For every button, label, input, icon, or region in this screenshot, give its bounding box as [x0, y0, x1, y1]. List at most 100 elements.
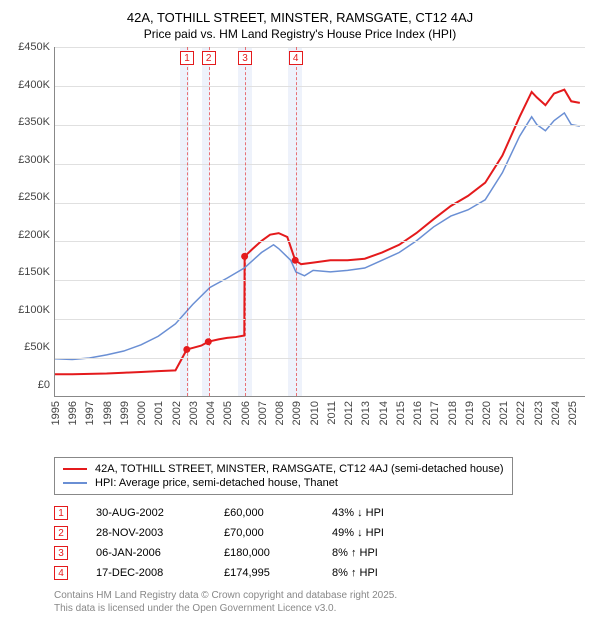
sale-marker-box: 4: [289, 51, 303, 65]
x-tick-label: 2022: [515, 401, 527, 425]
y-tick-label: £50K: [10, 341, 54, 353]
footnote-line2: This data is licensed under the Open Gov…: [54, 602, 590, 615]
sales-table: 1 30-AUG-2002 £60,000 43% ↓ HPI 2 28-NOV-2003…: [54, 503, 590, 583]
sale-row: 2 28-NOV-2003 £70,000 49% ↓ HPI: [54, 523, 590, 543]
gridline: [55, 241, 585, 242]
x-tick-label: 2006: [240, 401, 252, 425]
gridline: [55, 203, 585, 204]
sale-row-price: £174,995: [224, 567, 304, 579]
x-tick-label: 2019: [464, 401, 476, 425]
plot-wrap: £450K£400K£350K£300K£250K£200K£150K£100K…: [10, 47, 590, 427]
sale-row-delta: 49% ↓ HPI: [332, 527, 412, 539]
gridline: [55, 125, 585, 126]
x-tick-label: 1997: [84, 401, 96, 425]
price-chart: 42A, TOTHILL STREET, MINSTER, RAMSGATE, …: [10, 10, 590, 615]
sale-row-date: 17-DEC-2008: [96, 567, 196, 579]
title-subtitle: Price paid vs. HM Land Registry's House …: [10, 27, 590, 41]
x-tick-label: 2015: [395, 401, 407, 425]
gridline: [55, 47, 585, 48]
legend-label: HPI: Average price, semi-detached house,…: [95, 477, 338, 489]
gridline: [55, 86, 585, 87]
footnote-line1: Contains HM Land Registry data © Crown c…: [54, 589, 590, 602]
sale-row-date: 28-NOV-2003: [96, 527, 196, 539]
legend: 42A, TOTHILL STREET, MINSTER, RAMSGATE, …: [54, 457, 513, 495]
sale-marker-box: 1: [180, 51, 194, 65]
legend-swatch: [63, 482, 87, 484]
sale-row-price: £180,000: [224, 547, 304, 559]
x-tick-label: 2002: [171, 401, 183, 425]
x-tick-label: 2009: [291, 401, 303, 425]
gridline: [55, 319, 585, 320]
x-tick-label: 2011: [326, 401, 338, 425]
y-tick-label: £0: [10, 379, 54, 391]
x-tick-label: 2024: [550, 401, 562, 425]
x-axis: 1995199619971998199920002001200220032004…: [54, 397, 585, 427]
x-tick-label: 2008: [274, 401, 286, 425]
x-tick-label: 2000: [136, 401, 148, 425]
sale-row-delta: 43% ↓ HPI: [332, 507, 412, 519]
chart-title: 42A, TOTHILL STREET, MINSTER, RAMSGATE, …: [10, 10, 590, 41]
y-axis: £450K£400K£350K£300K£250K£200K£150K£100K…: [10, 47, 54, 397]
sale-marker-box: 2: [202, 51, 216, 65]
x-tick-label: 2018: [447, 401, 459, 425]
x-tick-label: 2004: [205, 401, 217, 425]
chart-svg: [55, 47, 585, 396]
sale-marker-line: [296, 47, 297, 396]
legend-item: 42A, TOTHILL STREET, MINSTER, RAMSGATE, …: [63, 462, 504, 476]
x-tick-label: 2025: [567, 401, 579, 425]
sale-row-marker: 2: [54, 526, 68, 540]
gridline: [55, 164, 585, 165]
x-tick-label: 2003: [188, 401, 200, 425]
series-property: [55, 90, 580, 375]
sale-row-price: £60,000: [224, 507, 304, 519]
y-tick-label: £250K: [10, 191, 54, 203]
y-tick-label: £450K: [10, 41, 54, 53]
sale-row-delta: 8% ↑ HPI: [332, 547, 412, 559]
footnote: Contains HM Land Registry data © Crown c…: [54, 589, 590, 615]
y-tick-label: £300K: [10, 154, 54, 166]
legend-label: 42A, TOTHILL STREET, MINSTER, RAMSGATE, …: [95, 463, 504, 475]
sale-row-marker: 4: [54, 566, 68, 580]
sale-row-delta: 8% ↑ HPI: [332, 567, 412, 579]
sale-row-date: 06-JAN-2006: [96, 547, 196, 559]
sale-row-marker: 3: [54, 546, 68, 560]
title-address: 42A, TOTHILL STREET, MINSTER, RAMSGATE, …: [10, 10, 590, 25]
y-tick-label: £200K: [10, 229, 54, 241]
legend-item: HPI: Average price, semi-detached house,…: [63, 476, 504, 490]
y-tick-label: £150K: [10, 266, 54, 278]
x-tick-label: 1996: [67, 401, 79, 425]
x-tick-label: 2021: [498, 401, 510, 425]
sale-row: 4 17-DEC-2008 £174,995 8% ↑ HPI: [54, 563, 590, 583]
gridline: [55, 358, 585, 359]
y-tick-label: £100K: [10, 304, 54, 316]
x-tick-label: 2017: [429, 401, 441, 425]
x-tick-label: 2012: [343, 401, 355, 425]
sale-marker-box: 3: [238, 51, 252, 65]
sale-row-marker: 1: [54, 506, 68, 520]
x-tick-label: 2013: [360, 401, 372, 425]
sale-marker-line: [245, 47, 246, 396]
x-tick-label: 1998: [102, 401, 114, 425]
legend-swatch: [63, 468, 87, 470]
sale-marker-line: [187, 47, 188, 396]
sale-row: 3 06-JAN-2006 £180,000 8% ↑ HPI: [54, 543, 590, 563]
sale-row-price: £70,000: [224, 527, 304, 539]
x-tick-label: 2020: [481, 401, 493, 425]
sale-row: 1 30-AUG-2002 £60,000 43% ↓ HPI: [54, 503, 590, 523]
x-tick-label: 2005: [222, 401, 234, 425]
x-tick-label: 2016: [412, 401, 424, 425]
series-hpi: [55, 113, 580, 360]
x-tick-label: 2001: [153, 401, 165, 425]
y-tick-label: £400K: [10, 79, 54, 91]
sale-marker-line: [209, 47, 210, 396]
gridline: [55, 280, 585, 281]
x-tick-label: 2010: [309, 401, 321, 425]
x-tick-label: 1999: [119, 401, 131, 425]
x-tick-label: 2014: [378, 401, 390, 425]
x-tick-label: 1995: [50, 401, 62, 425]
sale-row-date: 30-AUG-2002: [96, 507, 196, 519]
plot-area: 12 3 4: [54, 47, 585, 397]
y-tick-label: £350K: [10, 116, 54, 128]
x-tick-label: 2007: [257, 401, 269, 425]
x-tick-label: 2023: [533, 401, 545, 425]
